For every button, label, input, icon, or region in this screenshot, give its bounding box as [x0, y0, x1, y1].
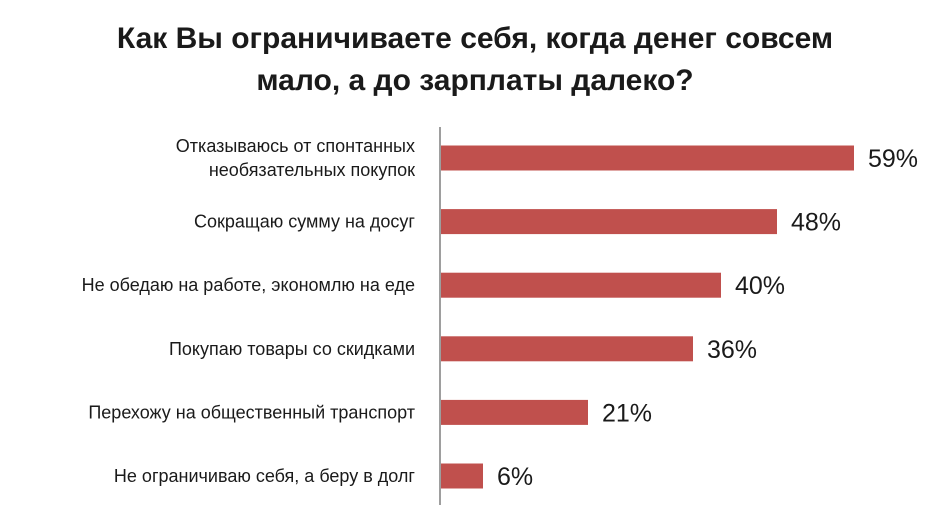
- chart-title-line-2: мало, а до зарплаты далеко?: [256, 64, 694, 97]
- value-label-4: 21%: [602, 399, 652, 427]
- category-label-0-line-1: необязательных покупок: [209, 160, 415, 180]
- bar-3: [441, 336, 693, 362]
- value-label-2: 40%: [735, 272, 785, 300]
- category-label-5: Не ограничиваю себя, а беру в долг: [114, 466, 416, 486]
- plot-area: 59% Отказываюсь от спонтанных необязательн…: [82, 127, 918, 505]
- bar-5: [441, 463, 483, 489]
- bar-0: [441, 145, 854, 171]
- value-label-0: 59%: [868, 145, 918, 173]
- value-label-5: 6%: [497, 463, 533, 491]
- category-label-1: Сокращаю сумму на досуг: [194, 212, 415, 232]
- bar-4: [441, 399, 588, 425]
- value-label-1: 48%: [791, 209, 841, 237]
- category-label-3: Покупаю товары со скидками: [169, 339, 415, 359]
- category-label-4: Перехожу на общественный транспорт: [88, 402, 415, 422]
- chart-title-line-1: Как Вы ограничиваете себя, когда денег с…: [116, 22, 834, 55]
- bar-1: [441, 209, 777, 235]
- category-label-0-line-0: Отказываюсь от спонтанных: [176, 136, 415, 156]
- value-label-3: 36%: [707, 336, 757, 364]
- chart-title: Как Вы ограничиваете себя, когда денег с…: [0, 18, 950, 102]
- bar-2: [441, 272, 721, 298]
- category-label-2: Не обедаю на работе, экономлю на еде: [82, 275, 415, 295]
